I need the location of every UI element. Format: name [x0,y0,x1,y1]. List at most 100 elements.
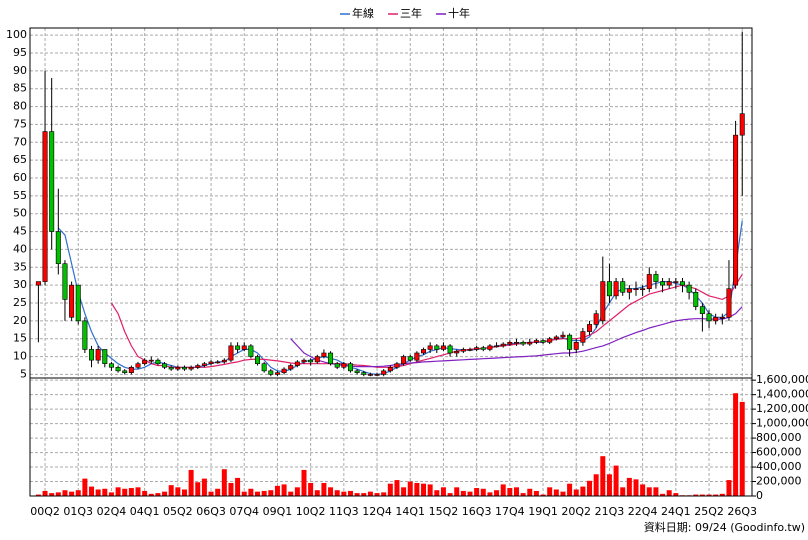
volume-bar [55,492,61,496]
volume-bar [719,493,725,496]
volume-bar [341,491,347,496]
volume-bar [407,481,413,496]
volume-tick-label: 1,200,000 [756,402,808,415]
candle-body [235,345,241,350]
volume-bar [261,490,267,496]
volume-bar [181,489,187,496]
candle-body [653,274,659,282]
candle-body [175,366,181,370]
volume-bar [241,491,247,496]
x-tick-label: 04Q1 [130,505,160,518]
x-tick-label: 00Q2 [30,505,60,518]
candle-body [308,359,314,363]
candle-body [633,288,639,291]
candle-body [49,131,55,232]
candle-body [401,356,407,365]
candle-body [600,281,606,322]
volume-bar [474,488,480,496]
volume-bar [49,493,55,496]
candle-body [440,345,446,350]
candle-body [487,345,493,350]
volume-bar [494,490,500,496]
volume-bar [693,494,699,496]
candle-body [587,324,593,332]
y-tick-label: 25 [13,296,27,309]
volume-bar [108,492,114,496]
volume-bar [421,483,427,496]
y-tick-label: 10 [13,350,27,363]
volume-tick-label: 600,000 [756,446,802,459]
candle-body [201,363,207,366]
y-tick-label: 80 [13,100,27,113]
volume-bar [268,490,274,496]
candle-body [135,363,141,368]
candle-body [115,366,121,372]
volume-bar [660,493,666,496]
volume-bar [394,480,400,496]
candle-body [507,341,513,345]
volume-bar [387,483,393,496]
volume-bar [288,491,294,496]
candle-body [613,281,619,297]
candle-body [341,363,347,368]
candle-body [706,313,712,322]
volume-bar [487,492,493,496]
candle-body [268,370,274,375]
volume-bar [606,474,612,496]
x-tick-label: 10Q2 [296,505,326,518]
x-tick-label: 05Q2 [163,505,193,518]
candle-body [367,374,373,376]
candle-body [35,281,41,286]
candle-body [733,134,739,286]
volume-bar [255,491,261,496]
volume-bar [440,487,446,496]
volume-bar [480,488,486,496]
volume-bar [706,494,712,496]
volume-bar [334,490,340,496]
volume-bar [414,482,420,496]
volume-tick-label: 0 [756,489,763,502]
candle-body [421,349,427,354]
volume-bar [201,478,207,496]
candle-body [414,352,420,361]
candle-body [679,281,685,286]
y-tick-label: 35 [13,260,27,273]
volume-bar [520,493,526,496]
candle-body [726,288,732,318]
volume-bar [533,490,539,496]
y-tick-label: 40 [13,242,27,255]
volume-bar [228,482,234,496]
volume-bar [162,491,168,496]
volume-bar [175,487,181,496]
volume-bar [321,482,327,496]
legend-label: 三年 [400,6,422,20]
volume-bar [208,491,214,496]
volume-bar [673,493,679,496]
candle-body [208,361,214,365]
volume-bar [573,489,579,496]
candle-body [255,356,261,365]
volume-bar [640,484,646,496]
candle-body [301,359,307,363]
y-tick-label: 95 [13,46,27,59]
candle-body [294,361,300,366]
legend-label: 年線 [352,6,374,20]
candle-body [381,370,387,375]
candle-body [75,284,81,322]
candle-body [620,281,626,293]
volume-bar [314,490,320,496]
volume-bar [613,465,619,496]
candle-body [660,281,666,286]
candle-body [387,366,393,372]
candle-body [394,363,400,368]
x-tick-label: 21Q3 [595,505,625,518]
volume-bar [447,493,453,496]
y-tick-label: 85 [13,82,27,95]
volume-bar [467,491,473,496]
x-tick-label: 01Q3 [63,505,93,518]
candle-body [427,345,433,350]
candle-body [188,366,194,370]
candle-body [274,372,280,375]
candle-body [122,370,128,373]
